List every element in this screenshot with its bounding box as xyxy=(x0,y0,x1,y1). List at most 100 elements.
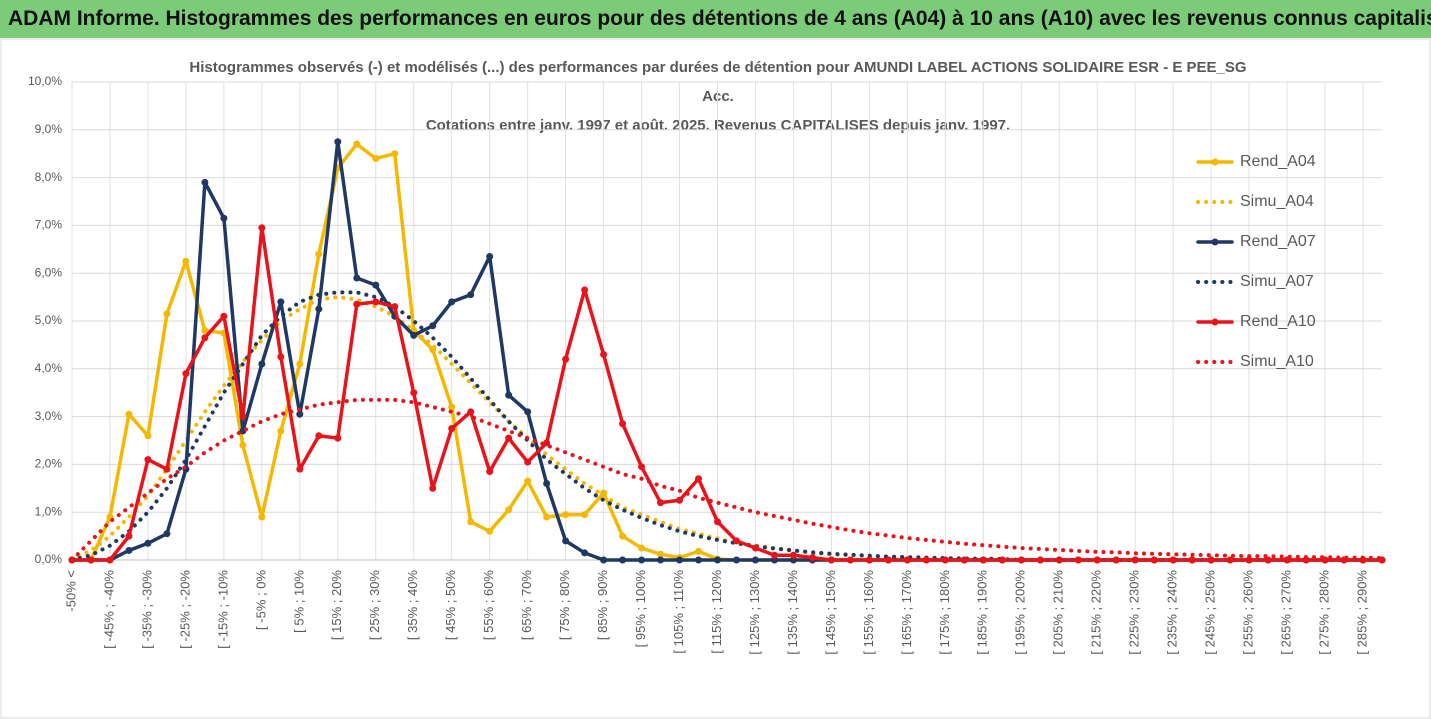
series-marker xyxy=(1131,556,1139,564)
series-marker xyxy=(448,403,456,411)
legend-label: Simu_A10 xyxy=(1240,353,1314,370)
series-marker xyxy=(87,556,95,564)
x-tick-label: -50% < xyxy=(63,570,78,612)
series-marker xyxy=(657,550,665,558)
series-marker xyxy=(505,434,513,442)
series-marker xyxy=(258,360,266,368)
series-marker xyxy=(600,350,608,358)
y-tick-label: 6,0% xyxy=(35,265,63,279)
series-marker xyxy=(467,291,475,299)
series-marker xyxy=(505,391,513,399)
legend-marker xyxy=(1211,318,1219,326)
series-marker xyxy=(486,527,494,535)
series-marker xyxy=(372,298,380,306)
series-marker xyxy=(201,334,209,342)
y-tick-label: 0,0% xyxy=(35,552,63,566)
series-marker xyxy=(638,556,646,564)
series-marker xyxy=(732,537,740,545)
x-tick-label: [ 65% ; 70% xyxy=(519,570,534,641)
x-tick-label: [ 5% ; 10% xyxy=(291,570,306,633)
series-marker xyxy=(410,331,418,339)
series-marker xyxy=(277,353,285,361)
series-marker xyxy=(638,463,646,471)
x-tick-label: [ 15% ; 20% xyxy=(329,570,344,641)
series-marker xyxy=(543,480,551,488)
y-tick-label: 2,0% xyxy=(35,457,63,471)
series-marker xyxy=(144,432,152,440)
series-marker xyxy=(562,511,570,519)
series-marker xyxy=(125,532,133,540)
series-marker xyxy=(486,468,494,476)
series-marker xyxy=(429,484,437,492)
series-marker xyxy=(410,389,418,397)
x-tick-label: [ 215% ; 220% xyxy=(1089,570,1104,655)
legend-label: Simu_A04 xyxy=(1240,193,1314,210)
x-tick-label: [ 45% ; 50% xyxy=(443,570,458,641)
x-tick-label: [ 165% ; 170% xyxy=(899,570,914,655)
series-marker xyxy=(220,312,228,320)
x-tick-label: [ 85% ; 90% xyxy=(595,570,610,641)
series-marker xyxy=(125,546,133,554)
series-marker xyxy=(106,556,114,564)
series-marker xyxy=(391,303,399,311)
x-tick-label: [ 285% ; 290% xyxy=(1354,570,1369,655)
legend-label: Rend_A07 xyxy=(1240,233,1316,250)
series-marker xyxy=(1169,556,1177,564)
series-marker xyxy=(695,547,703,555)
series-marker xyxy=(751,544,759,552)
series-marker xyxy=(562,537,570,545)
series-marker xyxy=(1188,556,1196,564)
series-marker xyxy=(827,556,835,564)
series-marker xyxy=(676,556,684,564)
series-marker xyxy=(732,556,740,564)
series-marker xyxy=(334,434,342,442)
y-tick-label: 10,0% xyxy=(28,74,62,88)
series-marker xyxy=(1207,556,1215,564)
series-marker xyxy=(524,477,532,485)
series-marker xyxy=(884,556,892,564)
y-tick-label: 5,0% xyxy=(35,313,63,327)
series-marker xyxy=(714,518,722,526)
series-marker xyxy=(581,286,589,294)
x-tick-label: [ 95% ; 100% xyxy=(633,570,648,648)
series-marker xyxy=(277,298,285,306)
series-marker xyxy=(353,140,361,148)
series-marker xyxy=(619,556,627,564)
series-marker xyxy=(239,441,247,449)
banner: ADAM Informe. Histogrammes des performan… xyxy=(0,0,1431,38)
y-tick-label: 1,0% xyxy=(35,504,63,518)
series-marker xyxy=(163,310,171,318)
series-marker xyxy=(201,178,209,186)
y-tick-label: 7,0% xyxy=(35,218,63,232)
series-marker xyxy=(163,530,171,538)
x-tick-label: [ 155% ; 160% xyxy=(861,570,876,655)
series-marker xyxy=(524,458,532,466)
series-marker xyxy=(1036,556,1044,564)
x-tick-label: [ -35% ; -30% xyxy=(139,570,154,649)
x-tick-label: [ 275% ; 280% xyxy=(1316,570,1331,655)
series-marker xyxy=(486,252,494,260)
series-marker xyxy=(1055,556,1063,564)
series-marker xyxy=(315,432,323,440)
x-tick-label: [ 125% ; 130% xyxy=(747,570,762,655)
x-tick-label: [ -5% ; 0% xyxy=(253,570,268,630)
series-marker xyxy=(903,556,911,564)
series-marker xyxy=(258,224,266,232)
series-marker xyxy=(581,549,589,557)
legend-label: Rend_A10 xyxy=(1240,313,1316,330)
series-marker xyxy=(676,496,684,504)
series-marker xyxy=(638,544,646,552)
series-marker xyxy=(201,327,209,335)
series-marker xyxy=(979,556,987,564)
x-tick-label: [ -25% ; -20% xyxy=(177,570,192,649)
x-tick-label: [ 35% ; 40% xyxy=(405,570,420,641)
series-marker xyxy=(657,499,665,507)
series-marker xyxy=(334,138,342,146)
series-marker xyxy=(448,298,456,306)
series-marker xyxy=(372,281,380,289)
series-marker xyxy=(353,274,361,282)
series-marker xyxy=(751,556,759,564)
series-marker xyxy=(524,408,532,416)
legend-label: Simu_A07 xyxy=(1240,273,1314,290)
